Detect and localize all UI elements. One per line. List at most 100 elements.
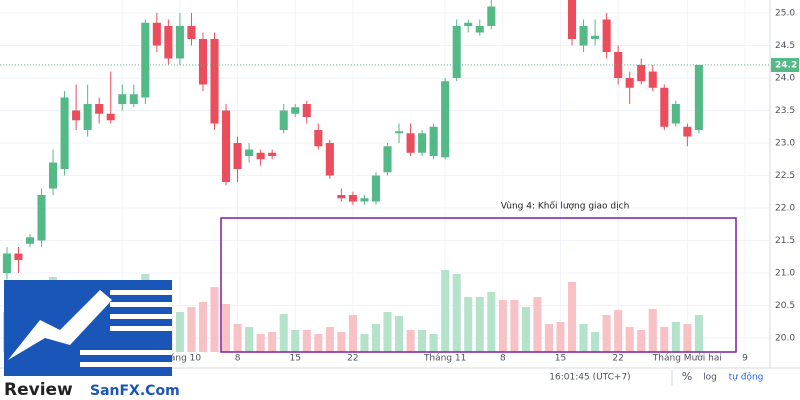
y-tick-label: 24.5: [775, 41, 795, 51]
candle-body: [198, 39, 208, 85]
volume-bar: [337, 332, 346, 352]
volume-bar: [302, 330, 311, 352]
candle-body: [129, 94, 138, 105]
y-tick-label: 21.0: [775, 269, 795, 279]
candle-body: [452, 26, 461, 79]
volume-bar: [637, 330, 646, 352]
candle-body: [106, 113, 115, 121]
volume-bar: [371, 324, 381, 352]
x-tick-label: 15: [290, 354, 301, 364]
volume-bar: [475, 297, 484, 352]
candle-body: [625, 78, 634, 88]
x-tick-label: 15: [555, 354, 566, 364]
x-tick-label: 22: [612, 354, 623, 364]
candle-body: [210, 39, 219, 124]
volume-bar: [279, 314, 288, 352]
candle-body: [49, 162, 58, 189]
volume-bar: [360, 334, 369, 352]
volume-bar: [222, 304, 231, 352]
volume-bar: [452, 274, 461, 352]
candle-body: [37, 195, 46, 241]
candle-body: [395, 131, 404, 134]
volume-bar: [268, 332, 277, 352]
candle-body: [406, 133, 415, 153]
candle-body: [567, 0, 577, 40]
volume-bar: [314, 334, 323, 352]
volume-bar: [683, 324, 692, 352]
x-tick-label: Tháng 10: [158, 354, 202, 364]
candle-body: [429, 126, 438, 157]
y-tick-label: 20.5: [775, 301, 795, 311]
volume-bar: [498, 300, 507, 352]
candle-body: [314, 130, 323, 147]
volume-bar: [533, 297, 542, 352]
y-tick-label: 22.5: [775, 171, 795, 181]
candle-body: [441, 81, 450, 158]
volume-bar: [418, 330, 427, 352]
logo-stripes: [80, 290, 172, 367]
y-tick-label: 22.0: [775, 204, 795, 214]
y-tick-label: 23.0: [775, 139, 795, 149]
candle-body: [256, 152, 265, 160]
volume-bar: [544, 324, 553, 352]
volume-bar: [671, 322, 680, 352]
volume-bar: [556, 322, 565, 352]
candle-body: [637, 65, 646, 82]
volume-bar: [521, 307, 530, 352]
candle-body: [348, 195, 357, 202]
last-price-label: 24.2: [775, 61, 797, 71]
volume-bar: [625, 327, 634, 352]
auto-button[interactable]: tự động: [729, 372, 764, 383]
candle-body: [83, 104, 92, 131]
volume-bar: [648, 309, 657, 352]
candle-body: [25, 237, 35, 244]
candle-body: [175, 26, 184, 59]
candle-body: [141, 22, 150, 98]
candle-body: [233, 143, 242, 170]
volume-bar: [441, 270, 450, 352]
y-tick-label: 24.0: [775, 74, 795, 84]
candle-body: [2, 253, 11, 274]
volume-bar: [175, 312, 184, 352]
volume-bar: [395, 316, 404, 352]
candle-body: [464, 22, 473, 27]
clock: 16:01:45 (UTC+7): [549, 373, 630, 383]
candle-body: [118, 94, 127, 105]
candle-body: [14, 253, 23, 261]
candle-body: [337, 195, 346, 199]
candle-body: [222, 110, 231, 183]
candle-body: [371, 175, 381, 202]
candle-body: [187, 26, 196, 40]
volume-bar: [429, 334, 438, 352]
percent-button[interactable]: %: [682, 370, 692, 383]
candle-body: [383, 146, 392, 173]
volume-bar: [210, 287, 219, 352]
candle-body: [152, 22, 161, 46]
volume-bar: [591, 332, 600, 352]
candle-body: [487, 6, 496, 27]
volume-bar: [614, 310, 623, 352]
candle-body: [694, 65, 703, 131]
log-button[interactable]: log: [703, 373, 717, 383]
logo-text: Review: [4, 380, 73, 400]
volume-bar: [487, 292, 496, 352]
volume-bar: [198, 302, 208, 352]
last-price-box: [771, 58, 799, 73]
annotation: Vùng 4: Khối lượng giao dịch: [501, 201, 630, 212]
volume-bar: [291, 330, 300, 352]
volume-bar: [348, 315, 357, 352]
candle-body: [579, 26, 588, 46]
volume-bar: [464, 297, 473, 352]
volume-bar: [383, 312, 392, 352]
candle-body: [325, 143, 334, 176]
candle-body: [279, 110, 288, 131]
volume-bar: [567, 282, 577, 352]
candle-body: [268, 152, 277, 157]
volume-bar: [406, 330, 415, 352]
volume-bar: [233, 324, 242, 352]
candle-body: [164, 26, 173, 59]
logo-arrow: [8, 290, 112, 360]
y-tick-label: 23.5: [775, 106, 795, 116]
